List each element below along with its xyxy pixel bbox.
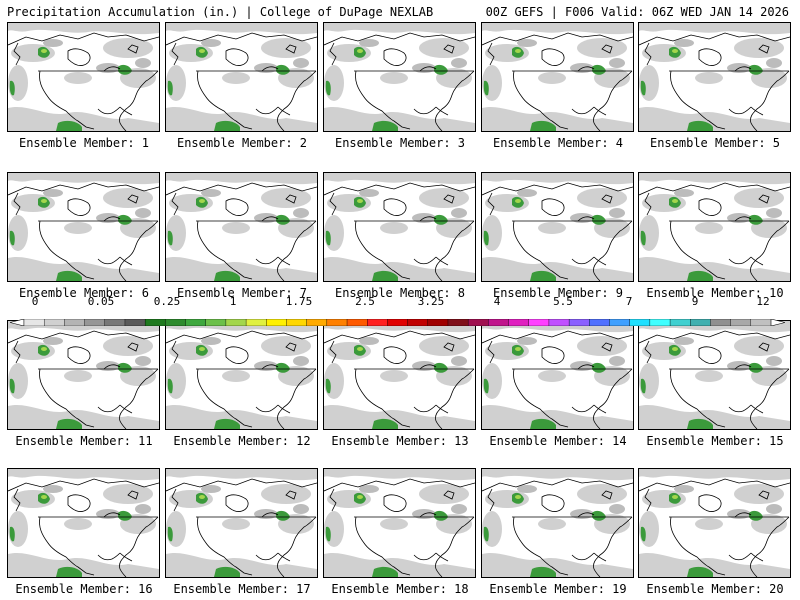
colorbar-tick-label: 9 (691, 295, 699, 308)
colorbar-swatch (43, 318, 65, 327)
ensemble-member-label: Ensemble Member: 6 (18, 286, 150, 300)
ensemble-member-map (638, 22, 791, 132)
ensemble-member-label: Ensemble Member: 7 (176, 286, 308, 300)
colorbar-swatch (467, 318, 489, 327)
ensemble-member-label: Ensemble Member: 12 (173, 434, 311, 448)
colorbar-swatch (548, 318, 570, 327)
ensemble-member-label: Ensemble Member: 1 (18, 136, 150, 150)
map-title: Precipitation Accumulation (in.) | Colle… (7, 5, 434, 19)
colorbar-swatch (730, 318, 752, 327)
ensemble-member-map (323, 468, 476, 578)
ensemble-member-map (638, 172, 791, 282)
colorbar-swatch (407, 318, 429, 327)
colorbar-swatch (84, 318, 106, 327)
colorbar-tick-label: 5.5 (553, 295, 573, 308)
colorbar-swatch (367, 318, 388, 327)
ensemble-member-map (165, 468, 318, 578)
colorbar-swatch (185, 318, 207, 327)
ensemble-member-label: Ensemble Member: 2 (176, 136, 308, 150)
colorbar-swatch (447, 318, 469, 327)
ensemble-member-map (165, 172, 318, 282)
ensemble-member-label: Ensemble Member: 16 (15, 582, 153, 596)
ensemble-member-map (7, 22, 160, 132)
colorbar-swatch (387, 318, 409, 327)
colorbar-tick-label: 12 (756, 295, 770, 308)
colorbar-swatch (750, 318, 772, 327)
colorbar-swatch (64, 318, 86, 327)
ensemble-member-map (323, 22, 476, 132)
colorbar-swatch (205, 318, 227, 327)
ensemble-member-map (323, 172, 476, 282)
colorbar-swatch (669, 318, 691, 327)
ensemble-member-map (7, 468, 160, 578)
ensemble-member-map (165, 22, 318, 132)
ensemble-member-map (638, 468, 791, 578)
ensemble-member-label: Ensemble Member: 17 (173, 582, 311, 596)
colorbar-tick-label: 1.75 (285, 295, 313, 308)
ensemble-member-map (165, 320, 318, 430)
ensemble-member-label: Ensemble Member: 19 (489, 582, 627, 596)
colorbar-swatch (245, 318, 267, 327)
colorbar-tick-label: 0.25 (153, 295, 181, 308)
colorbar-tick-label: 2.5 (355, 295, 375, 308)
ensemble-member-label: Ensemble Member: 4 (492, 136, 624, 150)
colorbar-arrow (770, 318, 786, 327)
colorbar-arrow (9, 318, 25, 327)
ensemble-member-label: Ensemble Member: 10 (646, 286, 784, 300)
ensemble-member-label: Ensemble Member: 15 (646, 434, 784, 448)
ensemble-member-label: Ensemble Member: 20 (646, 582, 784, 596)
colorbar-swatch (23, 318, 45, 327)
ensemble-member-map (481, 320, 634, 430)
ensemble-member-label: Ensemble Member: 18 (331, 582, 469, 596)
colorbar-swatch (649, 318, 671, 327)
colorbar-tick-label: 0.05 (87, 295, 115, 308)
colorbar-swatch (266, 318, 287, 327)
colorbar-swatch (124, 318, 146, 327)
colorbar-tick-label: 3.25 (417, 295, 445, 308)
colorbar-swatch (144, 318, 166, 327)
colorbar-swatch (568, 318, 590, 327)
colorbar-swatch (629, 318, 651, 327)
ensemble-member-map (481, 22, 634, 132)
ensemble-member-label: Ensemble Member: 5 (649, 136, 781, 150)
ensemble-member-label: Ensemble Member: 3 (334, 136, 466, 150)
colorbar-swatch (104, 318, 126, 327)
colorbar-swatch (609, 318, 631, 327)
ensemble-member-map (7, 172, 160, 282)
colorbar-swatch (165, 318, 187, 327)
colorbar-swatch (488, 318, 510, 327)
ensemble-member-label: Ensemble Member: 9 (492, 286, 624, 300)
colorbar-swatch (710, 318, 732, 327)
colorbar-swatch (690, 318, 711, 327)
colorbar-swatch (306, 318, 328, 327)
ensemble-member-map (481, 468, 634, 578)
ensemble-member-label: Ensemble Member: 11 (15, 434, 153, 448)
ensemble-member-label: Ensemble Member: 13 (331, 434, 469, 448)
colorbar-swatch (427, 318, 449, 327)
ensemble-member-map (481, 172, 634, 282)
colorbar-swatch (589, 318, 610, 327)
colorbar-swatch (286, 318, 308, 327)
ensemble-member-label: Ensemble Member: 8 (334, 286, 466, 300)
ensemble-member-map (7, 320, 160, 430)
colorbar-swatch (528, 318, 550, 327)
ensemble-member-map (323, 320, 476, 430)
colorbar-tick-label: 7 (625, 295, 633, 308)
colorbar-tick-label: 0 (31, 295, 39, 308)
colorbar-tick-label: 1 (229, 295, 237, 308)
colorbar-swatch (508, 318, 530, 327)
ensemble-member-map (638, 320, 791, 430)
ensemble-member-label: Ensemble Member: 14 (489, 434, 627, 448)
colorbar-tick-label: 4 (493, 295, 501, 308)
colorbar-swatch (346, 318, 368, 327)
colorbar-swatch (225, 318, 247, 327)
precipitation-colorbar (9, 311, 786, 327)
run-info: 00Z GEFS | F006 Valid: 06Z WED JAN 14 20… (485, 5, 789, 19)
colorbar-swatch (326, 318, 348, 327)
